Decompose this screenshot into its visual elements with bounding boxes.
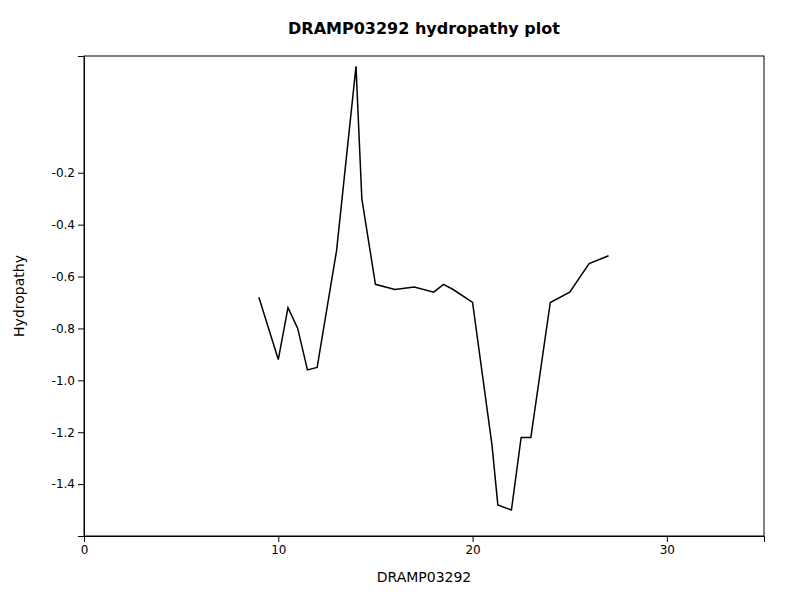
x-tick: 0 xyxy=(81,536,89,557)
y-tick-label: -0.8 xyxy=(52,322,75,336)
y-tick-mark xyxy=(78,225,84,226)
y-tick-mark xyxy=(78,277,84,278)
y-tick-label: -0.4 xyxy=(52,218,75,232)
x-tick-mark xyxy=(278,536,279,542)
plot-frame xyxy=(84,56,764,536)
x-tick-label: 30 xyxy=(660,543,675,557)
y-tick: -0.4 xyxy=(52,218,84,232)
x-tick: 20 xyxy=(465,536,480,557)
y-axis-title: Hydropathy xyxy=(11,255,27,337)
data-line xyxy=(259,66,609,510)
x-tick-mark xyxy=(667,536,668,542)
chart-title: DRAMP03292 hydropathy plot xyxy=(288,19,560,38)
x-tick: 30 xyxy=(660,536,675,557)
x-tick: 10 xyxy=(271,536,286,557)
y-tick: -0.8 xyxy=(52,322,84,336)
x-tick-mark xyxy=(473,536,474,542)
y-tick: -1.2 xyxy=(52,426,84,440)
y-tick: -1.4 xyxy=(52,477,84,491)
y-tick: -0.2 xyxy=(52,166,84,180)
x-tick-label: 0 xyxy=(81,543,89,557)
y-tick-mark xyxy=(78,484,84,485)
y-tick-mark xyxy=(78,380,84,381)
y-tick: -1.0 xyxy=(52,374,84,388)
marks xyxy=(259,66,609,510)
x-tick-label: 10 xyxy=(271,543,286,557)
y-tick-mark xyxy=(78,432,84,433)
y-tick-label: -1.2 xyxy=(52,426,75,440)
x-axis-title: DRAMP03292 xyxy=(377,569,472,585)
y-axis: -1.4 -1.2 -1.0 -0.8 -0.6 -0.4 -0.2 xyxy=(52,57,85,537)
y-tick-label: -0.2 xyxy=(52,166,75,180)
y-tick-mark xyxy=(78,328,84,329)
y-tick-label: -1.4 xyxy=(52,477,75,491)
x-axis: 0 10 20 30 xyxy=(81,536,765,557)
y-tick-label: -0.6 xyxy=(52,270,75,284)
plot-area: 0 10 20 30 -1.4 -1.2 -1.0 -0.8 -0.6 -0.4 -0.2 xyxy=(52,56,765,557)
x-tick-label: 20 xyxy=(465,543,480,557)
chart: 0 10 20 30 -1.4 -1.2 -1.0 -0.8 -0.6 -0.4 -0.2 DRAMP… xyxy=(0,0,800,600)
x-axis-line xyxy=(85,537,765,543)
y-tick: -0.6 xyxy=(52,270,84,284)
y-tick-mark xyxy=(78,173,84,174)
y-tick-label: -1.0 xyxy=(52,374,75,388)
